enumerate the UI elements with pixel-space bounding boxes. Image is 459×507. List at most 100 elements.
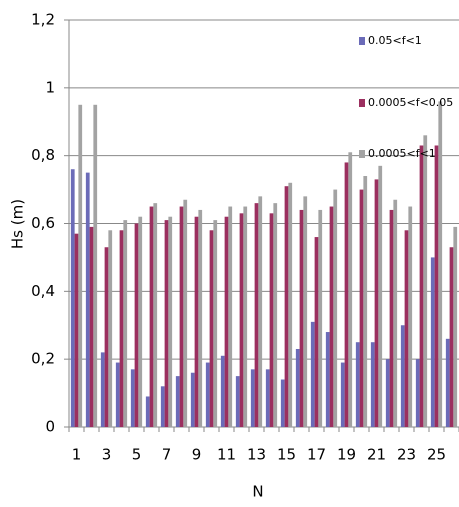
legend-label: 0.05<f<1	[368, 34, 422, 47]
y-tick-label: 1,2	[31, 11, 55, 29]
bar	[348, 152, 353, 427]
bar	[310, 321, 315, 427]
bar	[145, 396, 150, 427]
bar	[190, 372, 195, 427]
bar	[415, 359, 420, 427]
x-tick-label: 17	[307, 446, 326, 464]
x-tick-label: 5	[132, 446, 142, 464]
bar	[340, 362, 345, 427]
bar	[363, 176, 368, 427]
x-tick-label: 23	[397, 446, 416, 464]
bar	[299, 209, 304, 427]
bar	[393, 199, 398, 427]
bar	[194, 216, 199, 427]
x-axis-label: N	[252, 483, 263, 501]
bar	[359, 189, 364, 427]
bar	[434, 145, 439, 427]
legend-marker	[359, 99, 365, 107]
bar	[183, 199, 188, 427]
x-tick-label: 19	[337, 446, 356, 464]
bar	[303, 196, 308, 427]
bar	[220, 355, 225, 427]
legend-marker	[359, 150, 365, 158]
y-tick-label: 0	[45, 418, 55, 436]
y-tick-label: 1	[45, 78, 55, 96]
bar	[93, 104, 98, 428]
bar	[280, 379, 285, 427]
bar	[419, 145, 424, 427]
x-tick-label: 3	[102, 446, 112, 464]
legend-label: 0.0005<f<0.05	[368, 96, 453, 109]
bar	[153, 203, 158, 427]
bar	[423, 135, 428, 428]
bar	[108, 230, 113, 427]
bar	[100, 352, 105, 427]
bar	[175, 376, 180, 427]
bar	[378, 165, 383, 427]
bar	[385, 359, 390, 427]
bar	[288, 182, 293, 427]
bar	[453, 226, 458, 427]
bar	[235, 376, 240, 427]
bar	[149, 206, 154, 427]
bar	[258, 196, 263, 427]
bar	[314, 237, 319, 427]
bar	[445, 338, 450, 427]
bar	[74, 233, 79, 427]
legend-label: 0.0005<f<1	[368, 147, 436, 160]
x-tick-label: 15	[277, 446, 296, 464]
y-axis-label: Hs (m)	[9, 199, 27, 249]
bar	[408, 206, 413, 427]
bar	[344, 162, 349, 427]
bar	[123, 220, 128, 427]
bar	[265, 369, 270, 427]
bar	[164, 220, 169, 427]
bar	[273, 203, 278, 427]
bar	[179, 206, 184, 427]
bar	[115, 362, 120, 427]
bar	[404, 230, 409, 427]
bar	[370, 342, 375, 427]
y-tick-label: 0,8	[31, 146, 55, 164]
bar	[254, 203, 259, 427]
bar	[70, 169, 75, 427]
x-tick-label: 25	[427, 446, 446, 464]
bar	[89, 226, 94, 427]
x-tick-label: 11	[217, 446, 236, 464]
bar	[85, 172, 90, 427]
y-tick-label: 0,6	[31, 214, 55, 232]
bar	[325, 332, 330, 427]
bar	[160, 386, 165, 427]
bar	[284, 186, 289, 427]
bar	[355, 342, 360, 427]
y-tick-label: 0,4	[31, 282, 55, 300]
x-tick-label: 21	[367, 446, 386, 464]
bar	[78, 104, 83, 428]
x-tick-label: 7	[162, 446, 172, 464]
bar	[168, 216, 173, 427]
x-tick-label: 9	[192, 446, 202, 464]
bar	[119, 230, 124, 427]
bar	[138, 216, 143, 427]
x-tick-label: 13	[247, 446, 266, 464]
bar	[250, 369, 255, 427]
bar	[389, 209, 394, 427]
bar	[333, 189, 338, 427]
bar	[295, 348, 300, 427]
bar	[374, 179, 379, 427]
bar	[130, 369, 135, 427]
bar	[449, 247, 454, 427]
bar	[318, 209, 323, 427]
bar	[269, 213, 274, 427]
bar	[329, 206, 334, 427]
bar	[134, 223, 139, 427]
bar	[209, 230, 214, 427]
bar	[198, 209, 203, 427]
bar	[228, 206, 233, 427]
x-tick-label: 1	[72, 446, 82, 464]
bar	[243, 206, 248, 427]
bar	[104, 247, 109, 427]
y-tick-label: 0,2	[31, 350, 55, 368]
bar	[400, 325, 405, 427]
